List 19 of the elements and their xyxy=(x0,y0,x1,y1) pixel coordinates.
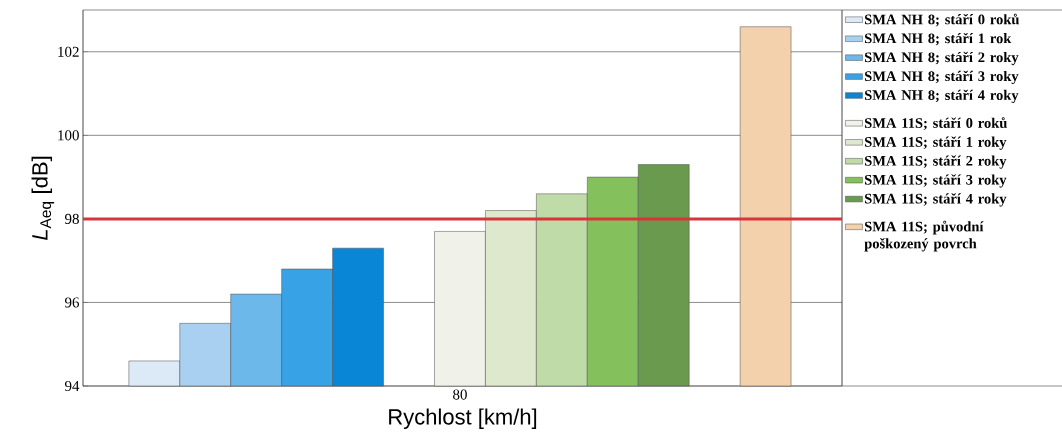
legend-label: SMA 11S; původní poškozený povrch xyxy=(864,220,984,252)
y-axis-title: L$_{Aeq}$ [dB] xyxy=(31,156,55,241)
x-tick-label: 80 xyxy=(453,389,467,400)
legend-label: SMA 11S; stáří 4 roky xyxy=(864,193,1007,207)
y-tick-label: 102 xyxy=(58,46,79,57)
legend-label: SMA NH 8; stáří 3 roky xyxy=(864,70,1019,85)
x-axis-title: Rychlost [km/h] xyxy=(389,408,537,429)
legend-label: SMA 11S; stáří 3 roky xyxy=(864,174,1007,188)
legend-label: SMA 11S; stáří 2 roky xyxy=(864,155,1007,169)
legend-label: SMA NH 8; stáří 4 roky xyxy=(864,89,1019,103)
legend-label: SMA NH 8; stáří 2 roky xyxy=(864,51,1019,66)
y-tick-label: 94 xyxy=(64,380,80,392)
legend-label: SMA NH 8; stáří 1 rok xyxy=(864,32,1012,46)
y-tick-label: 100 xyxy=(58,130,79,141)
legend-label: SMA 11S; stáří 0 roků xyxy=(864,117,1007,130)
legend-label: SMA 11S; stáří 1 roky xyxy=(864,136,1007,150)
y-tick-label: 96 xyxy=(64,297,80,308)
y-tick-label: 98 xyxy=(64,213,79,224)
legend-label: SMA NH 8; stáří 0 roků xyxy=(864,13,1020,27)
